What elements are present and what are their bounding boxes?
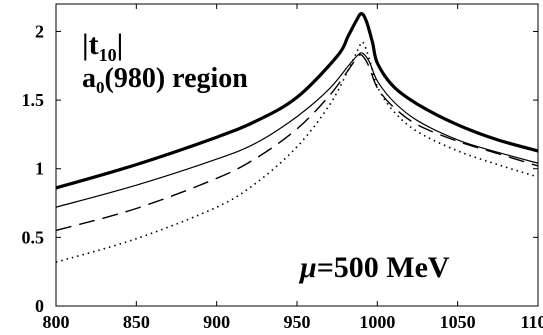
x-tick-label: 950 — [284, 312, 311, 332]
y-tick-label: 0.5 — [22, 227, 45, 247]
x-tick-label: 1050 — [440, 312, 476, 332]
mu-label: μ=500 MeV — [298, 251, 450, 284]
y-tick-label: 2 — [35, 21, 44, 41]
series-line-dashed — [55, 53, 539, 232]
series-lines — [55, 12, 539, 263]
y-tick-label: 0 — [35, 296, 44, 316]
series-line-thick-solid — [55, 12, 539, 190]
quantity-label: |t10| — [82, 28, 123, 65]
x-tick-label: 1000 — [359, 312, 395, 332]
plot-frame — [55, 3, 539, 307]
x-tick-label: 850 — [123, 312, 150, 332]
y-tick-label: 1.5 — [22, 90, 45, 110]
series-line-thin-solid — [55, 52, 539, 208]
y-tick-label: 1 — [35, 159, 44, 179]
region-label: a0(980) region — [82, 63, 248, 97]
x-tick-label: 800 — [43, 312, 70, 332]
y-axis-ticks: 0 0.5 1 1.5 2 — [22, 21, 538, 316]
x-tick-label: 900 — [203, 312, 230, 332]
